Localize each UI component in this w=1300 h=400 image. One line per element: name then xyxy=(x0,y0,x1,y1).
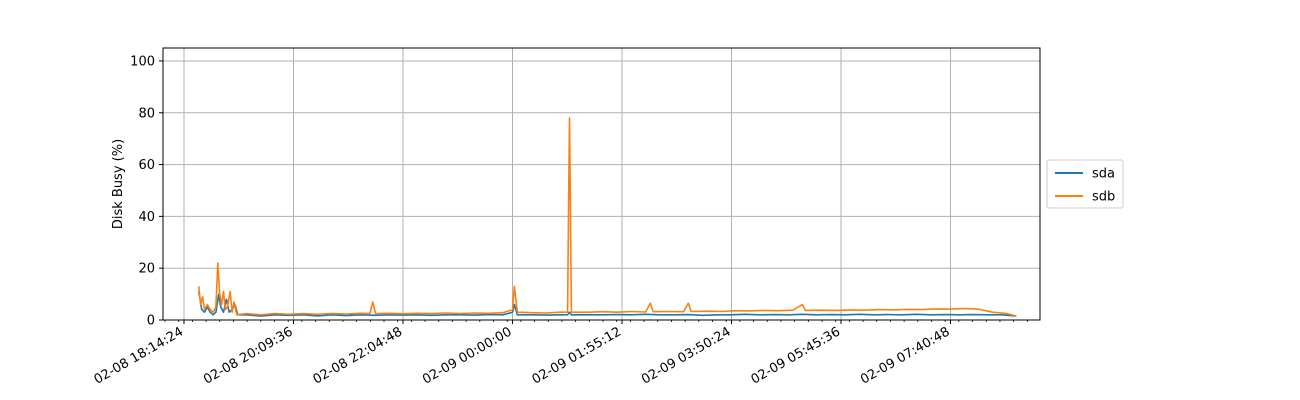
x-tick-label: 02-09 05:45:36 xyxy=(749,324,843,387)
grid-lines xyxy=(163,48,1040,321)
series-line-sdb xyxy=(198,117,1017,317)
y-tick-label: 80 xyxy=(138,106,155,121)
legend: sda sdb xyxy=(1046,159,1124,209)
x-axis: 02-08 18:14:24 02-08 20:09:36 02-08 22:04:… xyxy=(92,320,1028,388)
x-tick-label: 02-09 07:40:48 xyxy=(858,324,952,387)
legend-label-sda: sda xyxy=(1092,167,1115,182)
x-tick-label: 02-08 20:09:36 xyxy=(201,324,295,387)
series-lines xyxy=(198,117,1017,317)
x-tick-label: 02-08 22:04:48 xyxy=(311,324,405,387)
y-tick-label: 100 xyxy=(130,54,155,69)
x-tick-label: 02-09 03:50:24 xyxy=(639,324,733,387)
x-tick-label: 02-09 00:00:00 xyxy=(420,324,514,387)
x-tick-label: 02-08 18:14:24 xyxy=(92,324,186,387)
y-tick-label: 20 xyxy=(138,262,155,277)
y-tick-label: 60 xyxy=(138,158,155,173)
legend-label-sdb: sdb xyxy=(1092,190,1115,205)
y-axis: 0 20 40 60 80 100 xyxy=(130,54,163,329)
y-tick-label: 0 xyxy=(147,314,155,329)
y-tick-label: 40 xyxy=(138,210,155,225)
y-axis-label: Disk Busy (%) xyxy=(111,139,126,229)
plot-frame xyxy=(162,47,1041,321)
x-tick-label: 02-09 01:55:12 xyxy=(530,324,624,387)
